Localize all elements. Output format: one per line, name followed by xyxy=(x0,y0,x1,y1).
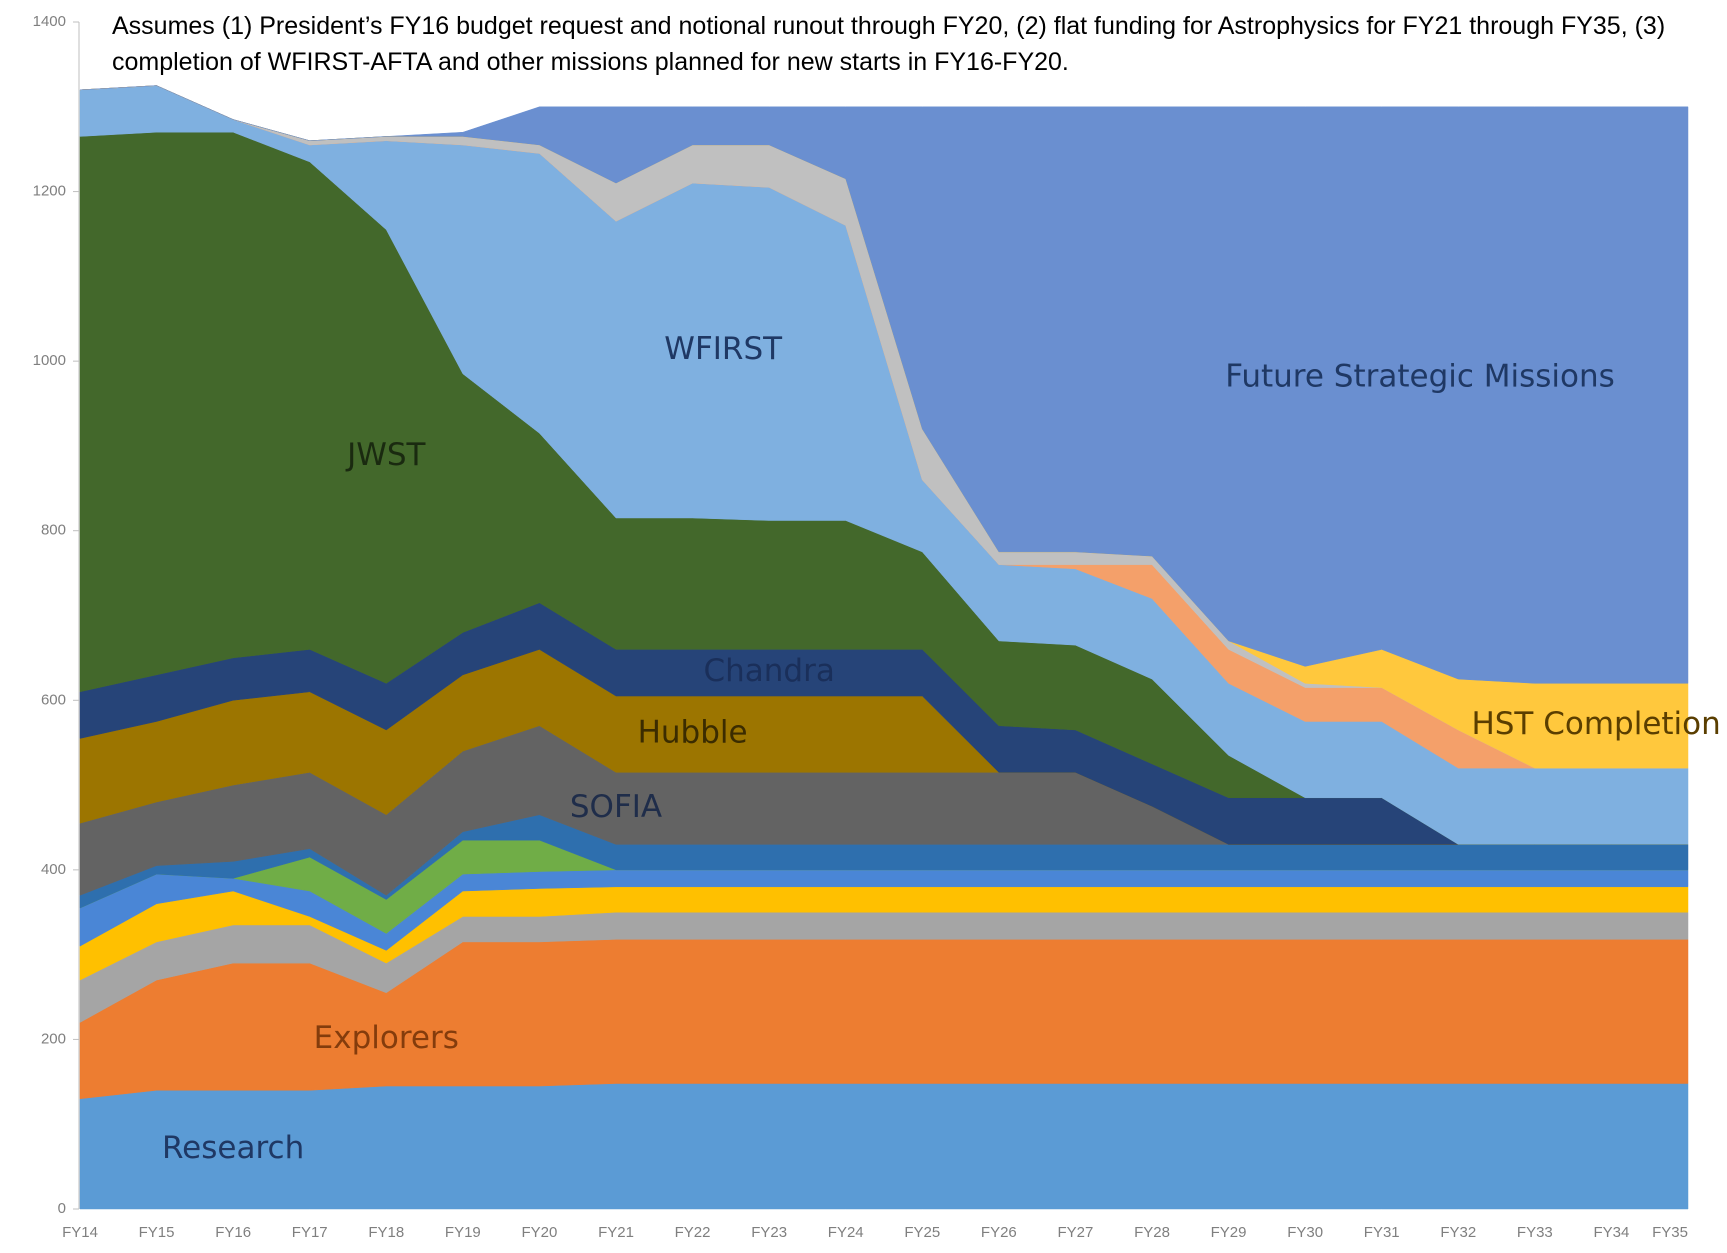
y-tick-label: 200 xyxy=(41,1030,66,1047)
area-label: Chandra xyxy=(703,653,834,689)
area-label: Explorers xyxy=(314,1020,459,1056)
y-tick-label: 1000 xyxy=(33,352,66,369)
area xyxy=(79,1083,1689,1210)
y-tick-label: 1200 xyxy=(33,183,66,200)
x-tick-label: FY30 xyxy=(1287,1224,1323,1241)
x-tick-label: FY15 xyxy=(139,1224,175,1241)
y-tick-label: 1400 xyxy=(33,13,66,30)
y-tick-label: 0 xyxy=(58,1200,66,1217)
area-label: Future Strategic Missions xyxy=(1225,359,1615,395)
x-tick-label: FY29 xyxy=(1211,1224,1247,1241)
y-tick-label: 400 xyxy=(41,861,66,878)
area xyxy=(79,85,1689,684)
x-tick-label: FY31 xyxy=(1364,1224,1400,1241)
area-label: WFIRST xyxy=(664,331,783,367)
x-tick-label: FY32 xyxy=(1440,1224,1476,1241)
area-label: JWST xyxy=(345,437,426,473)
x-tick-label: FY18 xyxy=(368,1224,404,1241)
x-tick-label: FY24 xyxy=(828,1224,864,1241)
x-tick-label: FY26 xyxy=(981,1224,1017,1241)
x-tick-label: FY35 xyxy=(1652,1224,1688,1241)
x-tick-label: FY22 xyxy=(675,1224,711,1241)
x-tick-label: FY14 xyxy=(62,1224,98,1241)
x-tick-label: FY28 xyxy=(1134,1224,1170,1241)
y-tick-label: 600 xyxy=(41,691,66,708)
y-tick-label: 800 xyxy=(41,522,66,539)
x-tick-label: FY33 xyxy=(1517,1224,1553,1241)
x-tick-label: FY16 xyxy=(215,1224,251,1241)
area-label: HST Completion xyxy=(1471,706,1720,742)
area-label: SOFIA xyxy=(570,789,662,825)
x-tick-label: FY34 xyxy=(1593,1224,1629,1241)
x-tick-label: FY20 xyxy=(521,1224,557,1241)
x-tick-label: FY25 xyxy=(904,1224,940,1241)
x-tick-label: FY19 xyxy=(445,1224,481,1241)
chart-note: Assumes (1) President’s FY16 budget requ… xyxy=(112,12,1666,76)
x-tick-label: FY21 xyxy=(598,1224,634,1241)
area-label: Research xyxy=(162,1130,304,1166)
x-tick-label: FY17 xyxy=(292,1224,328,1241)
x-tick-label: FY23 xyxy=(751,1224,787,1241)
x-tick-label: FY27 xyxy=(1057,1224,1093,1241)
area-label: Hubble xyxy=(638,715,748,751)
